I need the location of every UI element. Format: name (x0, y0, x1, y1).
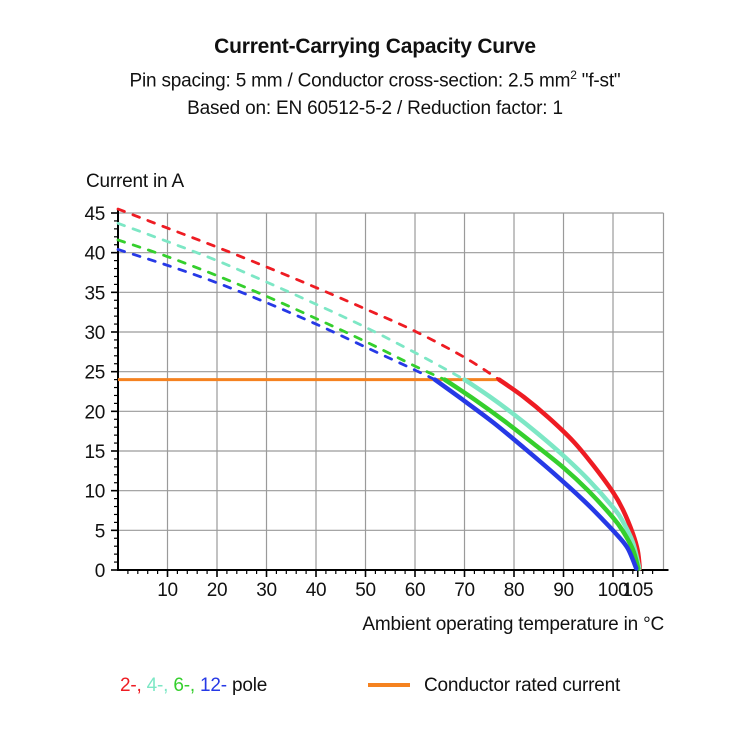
x-tick-label: 10 (157, 580, 178, 601)
chart-subtitle-2: Based on: EN 60512-5-2 / Reduction facto… (187, 98, 563, 120)
legend-4-pole: 4-, (146, 675, 169, 696)
subtitle-superscript: 2 (570, 68, 577, 82)
x-tick-label: 50 (355, 580, 376, 601)
series-12-pole-limited (432, 377, 639, 571)
x-tick-label: 100 (598, 580, 629, 601)
y-tick-label: 40 (84, 244, 105, 265)
y-tick-label: 0 (95, 561, 105, 582)
y-tick-label: 5 (95, 521, 105, 542)
chart-subtitle-1: Pin spacing: 5 mm / Conductor cross-sect… (0, 61, 750, 95)
series-6-pole-limited (442, 377, 641, 571)
subtitle-suffix: "f-st" (576, 70, 621, 92)
y-axis-title: Current in A (86, 171, 184, 192)
x-axis-title: Ambient operating temperature in °C (362, 614, 664, 635)
series-4-pole-derating (116, 221, 466, 381)
rated-current-legend: Conductor rated current (368, 675, 620, 697)
series-6-pole-derating (116, 238, 447, 381)
y-tick-label: 35 (84, 283, 105, 304)
title-block: Current-Carrying Capacity Curve Pin spac… (0, 33, 750, 123)
x-tick-label: 70 (454, 580, 475, 601)
rated-current-swatch (368, 683, 410, 687)
chart-title: Current-Carrying Capacity Curve (214, 35, 536, 58)
y-tick-label: 25 (84, 363, 105, 384)
x-tick-label: 105 (622, 580, 653, 601)
y-tick-label: 45 (84, 204, 105, 225)
poles-legend: 2-, 4-, 6-, 12- pole (120, 675, 267, 697)
y-tick-label: 10 (84, 482, 105, 503)
x-tick-label: 80 (504, 580, 525, 601)
series-2-pole-limited (496, 377, 642, 571)
y-tick-label: 30 (84, 323, 105, 344)
series-4-pole-limited (462, 377, 642, 571)
subtitle-main: Pin spacing: 5 mm / Conductor cross-sect… (129, 70, 571, 92)
legend-6-pole: 6-, (173, 675, 195, 696)
series-12-pole-derating (116, 248, 437, 381)
x-tick-label: 20 (207, 580, 228, 601)
x-tick-label: 30 (256, 580, 277, 601)
y-tick-label: 20 (84, 402, 105, 423)
x-tick-label: 40 (306, 580, 327, 601)
legend-2-pole: 2-, (120, 675, 142, 696)
x-tick-label: 60 (405, 580, 426, 601)
legend-12-pole: 12- (200, 675, 227, 696)
series-2-pole-derating (116, 207, 501, 381)
y-tick-label: 15 (84, 442, 105, 463)
legend-pole-word: pole (226, 675, 268, 696)
x-tick-label: 90 (553, 580, 574, 601)
rated-current-label: Conductor rated current (424, 675, 621, 696)
